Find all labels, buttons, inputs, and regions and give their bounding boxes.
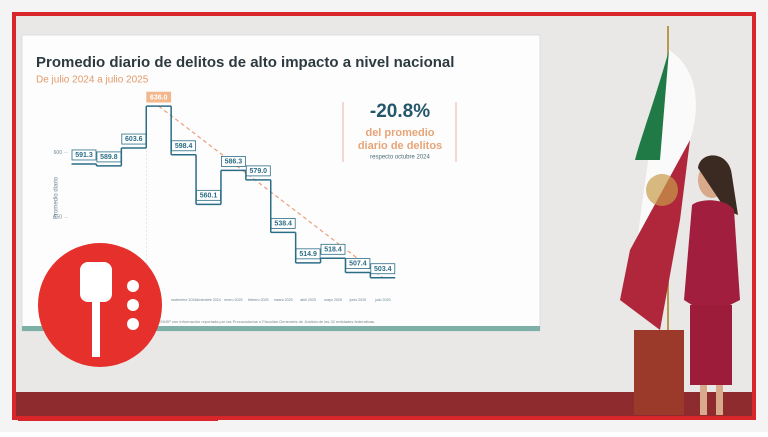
value-label: 598.4 [175,143,193,150]
x-tick-label: junio 2025 [349,298,367,302]
value-label-box [270,218,296,229]
value-label-box [171,140,197,152]
value-label: 538.4 [274,221,292,228]
value-label: 579.0 [250,168,268,175]
value-label: 603.6 [125,136,143,143]
x-tick-label: diciembre 2024 [196,298,221,302]
flag-base [634,330,684,415]
flag-green [635,50,669,160]
annotation-text: del promedio [365,127,434,139]
flag-emblem [646,174,678,206]
speaker-skirt [690,305,732,385]
floor [16,392,752,416]
x-tick-label: julio 2025 [374,298,390,302]
frame [12,12,756,420]
screen-bottom-bar [22,326,540,331]
logo-dot [127,299,139,311]
logo-dot [127,280,139,292]
x-tick-label: mayo 2025 [324,298,342,302]
value-label: 591.3 [75,152,93,159]
value-label-box [295,248,321,260]
value-label-box [245,165,271,177]
value-label: 560.1 [200,192,218,199]
annotation-value: -20.8% [370,101,430,122]
x-tick-label: noviembre 2024 [171,298,197,302]
speaker-leg [700,385,707,415]
logo-dot [127,318,139,330]
value-label: 518.4 [324,246,342,253]
value-label-box [370,263,396,275]
chart-title: Promedio diario de delitos de alto impac… [36,54,454,71]
y-axis-label: Promedio diario [54,176,60,219]
value-label-box [320,243,346,255]
value-label: 589.8 [100,154,118,161]
chart-subtitle: De julio 2024 a julio 2025 [36,75,149,86]
speaker-leg [716,385,723,415]
logo-microphone [80,262,112,357]
value-label-box [220,156,246,167]
value-label-box [146,91,172,103]
value-label-box [71,149,97,161]
x-tick-label: febrero 2025 [248,298,268,302]
value-label-box [345,258,371,269]
progress-bar [18,418,218,421]
annotation-text: diario de delitos [358,140,442,152]
value-label: 586.3 [225,159,243,166]
annotation-note: respecto octubre 2024 [370,155,430,161]
x-tick-label: abril 2025 [300,298,316,302]
x-tick-label: marzo 2025 [274,298,293,302]
y-tick-label: 550 [54,215,63,221]
value-label: 503.4 [374,266,392,273]
value-label: 514.9 [299,251,317,258]
speaker-jacket [684,200,740,310]
value-label: 507.4 [349,261,367,268]
speaker-hair [698,155,738,215]
x-tick-label: enero 2025 [224,298,242,302]
source-note: Fuente: SESNSP con información reportada… [140,319,375,324]
plot: 550 600 591.3 589.8 603.6 636.0 598.4 noviembre… [54,91,396,302]
y-tick-label: 600 [54,150,63,156]
value-label: 636.0 [150,94,168,101]
